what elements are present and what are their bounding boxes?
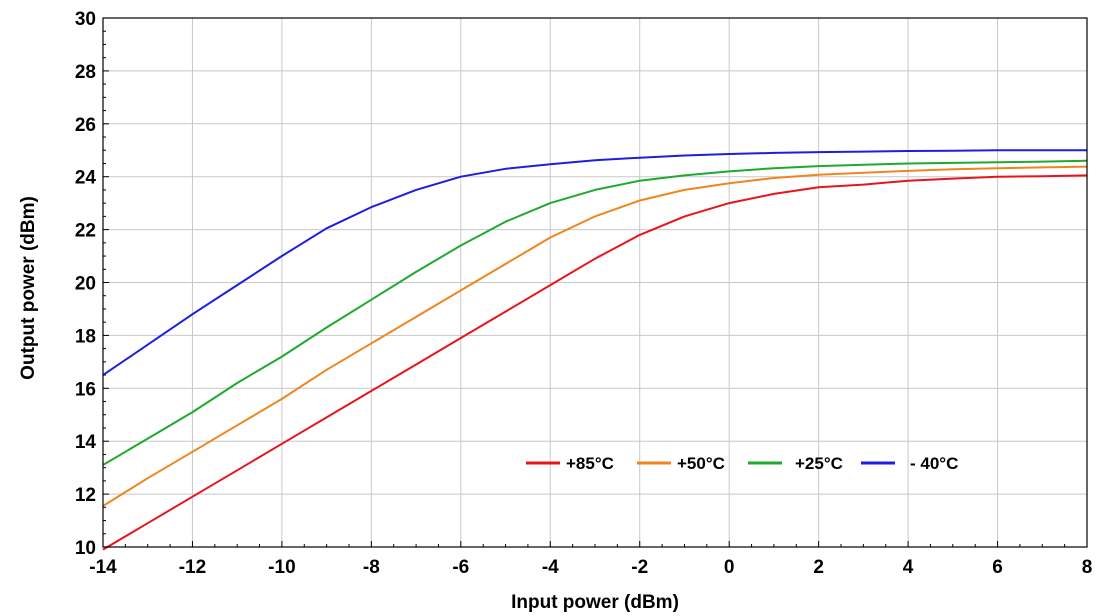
y-tick-label: 10 — [75, 538, 96, 559]
x-tick-label: -10 — [268, 557, 295, 578]
x-axis-title: Input power (dBm) — [511, 592, 679, 613]
x-tick-label: 2 — [813, 557, 824, 578]
x-tick-label: -2 — [631, 557, 648, 578]
x-tick-label: -14 — [89, 557, 117, 578]
series-line-2 — [102, 159, 1088, 466]
x-tick-label: -12 — [179, 557, 206, 578]
x-tick-labels: -14 -12 -10 -8 -6 -4 -2 0 2 4 6 8 — [89, 557, 1092, 578]
x-tick-label: 6 — [992, 557, 1003, 578]
legend-label: +25°C — [795, 454, 843, 473]
legend-label: - 40°C — [910, 454, 958, 473]
y-tick-label: 28 — [75, 62, 96, 83]
y-tick-label: 16 — [75, 379, 96, 400]
legend-label: +85°C — [566, 454, 614, 473]
y-axis-title: Output power (dBm) — [18, 196, 39, 380]
y-tick-label: 22 — [75, 221, 96, 242]
y-tick-label: 24 — [75, 168, 97, 189]
x-tick-label: -4 — [542, 557, 559, 578]
legend: +85°C +50°C +25°C - 40°C — [526, 454, 958, 473]
x-tick-label: 4 — [903, 557, 914, 578]
x-tick-label: 8 — [1082, 557, 1093, 578]
x-tick-label: 0 — [724, 557, 735, 578]
x-tick-label: -8 — [363, 557, 380, 578]
y-tick-label: 30 — [75, 9, 96, 30]
y-tick-labels: 10 12 14 16 18 20 22 24 26 28 30 — [75, 9, 97, 559]
series-line-3 — [102, 149, 1087, 376]
y-tick-label: 18 — [75, 326, 96, 347]
legend-label: +50°C — [677, 454, 725, 473]
y-tick-label: 12 — [75, 485, 96, 506]
y-tick-label: 14 — [75, 432, 97, 453]
series-lines — [102, 149, 1088, 551]
y-tick-label: 20 — [75, 274, 96, 295]
plot-area-frame — [102, 17, 1088, 548]
series-line-0 — [102, 174, 1088, 551]
series-line-1 — [102, 165, 1088, 507]
y-tick-label: 26 — [75, 115, 96, 136]
x-tick-label: -6 — [452, 557, 469, 578]
